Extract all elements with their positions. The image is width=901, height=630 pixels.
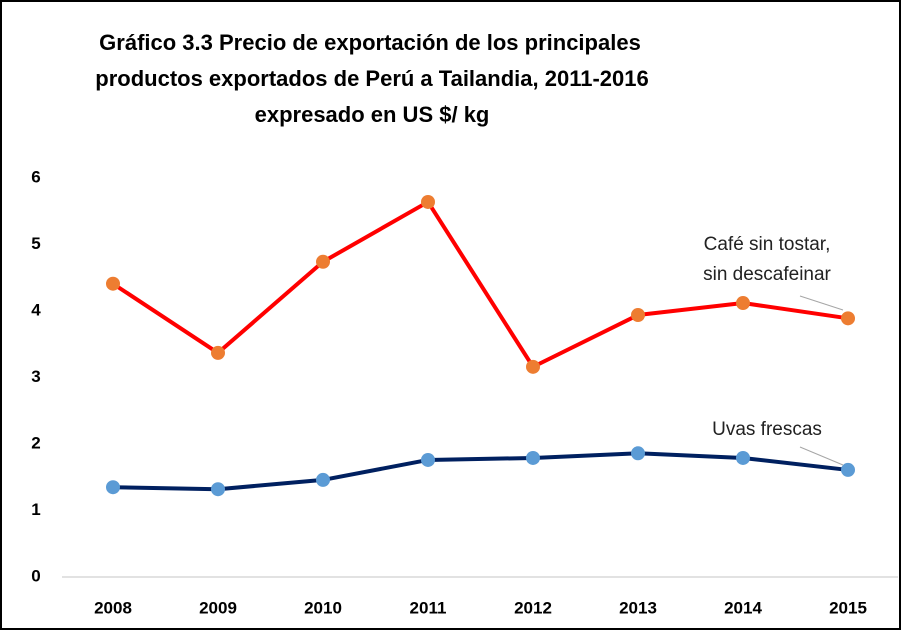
data-point [736, 296, 750, 311]
series-line [111, 199, 849, 369]
data-point [526, 359, 540, 374]
chart-title: expresado en US $/ kg [255, 102, 490, 127]
x-tick-label: 2012 [514, 598, 552, 617]
y-tick-label: 5 [31, 234, 40, 253]
x-tick-label: 2008 [94, 598, 132, 617]
y-tick-label: 4 [31, 300, 41, 319]
chart-title: productos exportados de Perú a Tailandia… [95, 66, 648, 91]
y-tick-label: 1 [31, 500, 40, 519]
y-tick-label: 2 [31, 433, 40, 452]
data-point [631, 446, 645, 461]
data-point [316, 472, 330, 487]
annotation: Uvas frescas [712, 419, 822, 440]
x-tick-label: 2011 [410, 598, 447, 617]
data-point [211, 482, 225, 497]
y-tick-label: 6 [31, 167, 40, 186]
series-line [112, 451, 849, 492]
data-point [736, 450, 750, 465]
x-tick-label: 2013 [619, 598, 657, 617]
x-tick-label: 2009 [199, 598, 237, 617]
data-point [841, 311, 855, 326]
leader-line [799, 295, 844, 311]
annotation: sin descafeinar [703, 264, 831, 285]
leader-line [799, 446, 844, 466]
x-tick-label: 2015 [829, 598, 867, 617]
chart-title: Gráfico 3.3 Precio de exportación de los… [99, 30, 641, 55]
y-tick-label: 0 [31, 566, 40, 585]
data-point [421, 194, 435, 209]
data-point [316, 254, 330, 269]
data-point [106, 480, 120, 495]
data-point [526, 450, 540, 465]
x-tick-label: 2014 [724, 598, 762, 617]
data-point [421, 452, 435, 467]
data-point [106, 276, 120, 291]
data-point [631, 307, 645, 322]
annotation: Café sin tostar, [704, 234, 831, 255]
x-tick-label: 2010 [304, 598, 342, 617]
data-point [841, 462, 855, 477]
y-tick-label: 3 [31, 367, 40, 386]
data-point [211, 345, 225, 360]
